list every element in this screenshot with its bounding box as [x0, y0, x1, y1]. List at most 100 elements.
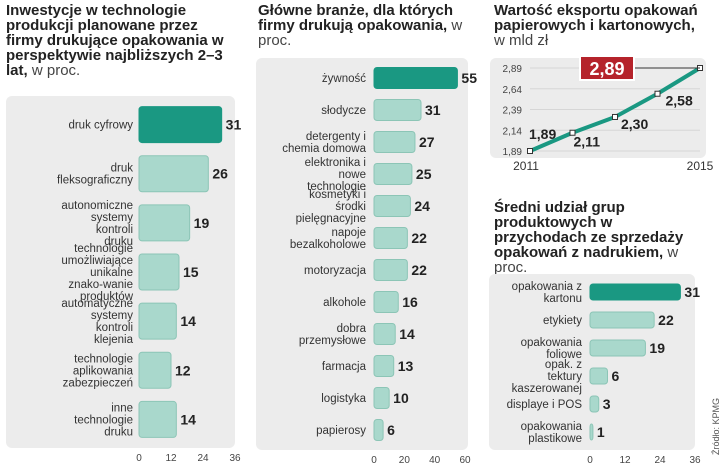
category-label: druku — [104, 426, 133, 438]
data-label: 19 — [194, 215, 210, 231]
bar — [373, 67, 458, 89]
y-tick-label: 2,14 — [503, 126, 523, 137]
bar — [138, 253, 180, 291]
data-label: 25 — [416, 166, 432, 182]
category-label: systemy — [91, 212, 133, 224]
category-label: displaye i POS — [507, 399, 583, 411]
category-label: umożliwiające — [61, 255, 133, 267]
data-label: 26 — [212, 166, 228, 182]
category-label: druku — [104, 236, 133, 248]
highlight-badge — [579, 55, 635, 81]
tick-label: 0 — [371, 455, 377, 465]
bar — [373, 259, 408, 281]
bar — [589, 395, 600, 413]
bar — [138, 400, 177, 438]
bar — [138, 106, 223, 144]
highlight-value: 2,89 — [589, 59, 624, 79]
chart-title-investments: Inwestycje w technologie produkcji plano… — [6, 3, 236, 78]
bar — [589, 367, 608, 385]
category-label: etykiety — [543, 315, 582, 327]
tick-label: 40 — [429, 455, 441, 465]
y-tick-label: 2,64 — [503, 85, 523, 96]
chart-title-product-share: Średni udział grup produktowych w przych… — [494, 200, 709, 275]
category-label: aplikowania — [73, 365, 134, 377]
tick-label: 36 — [689, 455, 701, 465]
bar — [373, 163, 413, 185]
data-label: 55 — [461, 70, 477, 86]
tick-label: 36 — [229, 453, 241, 464]
category-label: przemysłowe — [299, 335, 366, 347]
data-label: 1,89 — [529, 126, 556, 142]
category-label: detergenty i — [306, 131, 366, 143]
category-label: opak. z — [545, 359, 582, 371]
line-chart: 2,89 2,64 2,39 2,14 1,89 1,89 2,11 2,30 2,58 2,89… — [490, 55, 714, 173]
category-label: fleksograficzny — [57, 175, 133, 187]
bar — [373, 355, 395, 377]
data-label: 1 — [597, 424, 605, 440]
plot-background — [256, 58, 468, 450]
data-point — [654, 90, 661, 97]
x-tick-label: 2011 — [513, 159, 539, 173]
category-label: technologie — [307, 181, 366, 193]
chart-title-export: Wartość eksportu opakowań papierowych i … — [494, 3, 709, 48]
y-tick-label: 2,89 — [503, 64, 523, 75]
bar — [589, 311, 655, 329]
category-label: kontroli — [96, 224, 133, 236]
category-label: znako-wanie — [68, 279, 133, 291]
bar — [373, 227, 408, 249]
tick-label: 60 — [459, 455, 471, 465]
x-tick-label: 2015 — [687, 159, 714, 173]
title-unit: w proc. — [258, 17, 463, 49]
title-unit: w mld zł — [494, 32, 549, 49]
category-label: inne — [111, 402, 133, 414]
category-label: kosmetyki i — [309, 189, 366, 201]
bar — [373, 291, 399, 313]
category-label: chemia domowa — [282, 143, 366, 155]
bar — [138, 302, 177, 340]
data-label: 10 — [393, 390, 409, 406]
bar — [589, 423, 594, 441]
tick-label: 0 — [136, 453, 142, 464]
data-label: 16 — [402, 294, 418, 310]
bar — [373, 419, 384, 441]
data-label: 14 — [180, 411, 196, 427]
data-label: 31 — [226, 117, 242, 133]
data-label: 2,30 — [621, 116, 648, 132]
category-label: farmacja — [322, 361, 367, 373]
category-label: opakowania — [521, 421, 583, 433]
data-point — [612, 113, 618, 120]
bar — [373, 131, 416, 153]
category-label: napoje — [331, 227, 366, 239]
title-bold: Wartość eksportu opakowań papierowych i … — [494, 2, 698, 34]
category-label: elektronika i — [305, 157, 366, 169]
data-label: 31 — [684, 284, 700, 300]
y-tick-label: 2,39 — [503, 106, 523, 117]
category-label: papierosy — [316, 425, 366, 437]
category-label: technologie — [74, 414, 133, 426]
category-label: technologie — [74, 243, 133, 255]
category-label: słodycze — [321, 105, 366, 117]
category-label: kartonu — [544, 293, 582, 305]
data-label: 22 — [658, 312, 674, 328]
bar — [138, 204, 191, 242]
category-label: plastikowe — [528, 433, 582, 445]
data-label: 19 — [649, 340, 665, 356]
category-label: bezalkoholowe — [290, 239, 366, 251]
category-label: opakowania — [521, 337, 583, 349]
chart-title-industries: Główne branże, dla których firmy drukują… — [258, 3, 478, 48]
bar — [373, 195, 411, 217]
data-label: 13 — [398, 358, 414, 374]
y-tick-label: 1,89 — [503, 147, 523, 158]
title-unit: w proc. — [494, 244, 679, 276]
category-label: autonomiczne — [61, 200, 133, 212]
tick-label: 24 — [654, 455, 666, 465]
category-label: logistyka — [321, 393, 366, 405]
category-label: klejenia — [94, 334, 134, 346]
data-label: 24 — [414, 198, 430, 214]
category-label: foliowe — [546, 349, 582, 361]
bar-chart-1: 55 żywność 31 słodycze 27 detergenty ichemia … — [256, 58, 477, 465]
category-label: środki — [335, 201, 366, 213]
bar — [138, 351, 172, 389]
